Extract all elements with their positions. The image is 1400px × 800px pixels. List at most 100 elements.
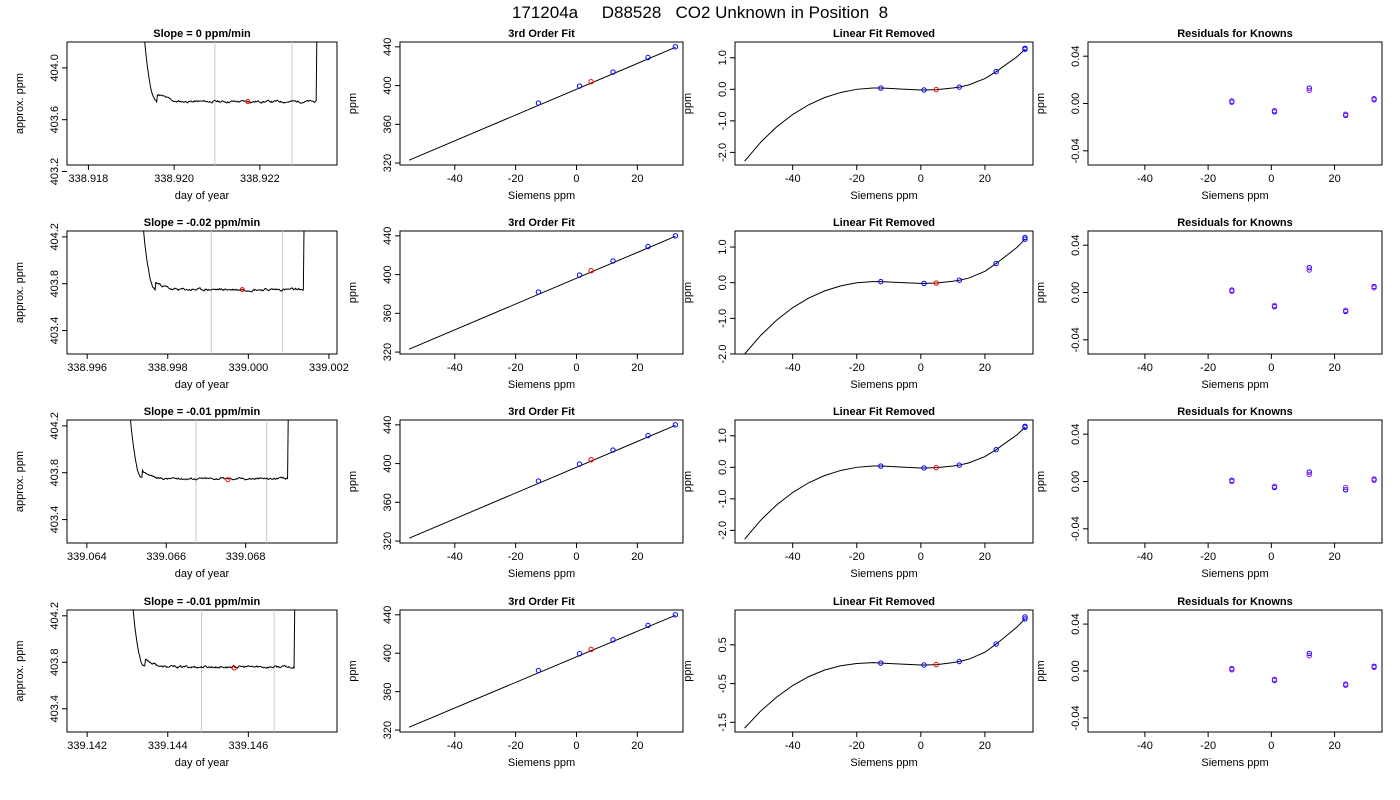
y-tick-label: 403.8 xyxy=(49,649,61,677)
y-tick-label: 1.0 xyxy=(717,428,729,443)
y-tick-label: 440 xyxy=(382,38,394,56)
x-tick-label: -20 xyxy=(1200,551,1216,563)
x-tick-label: 20 xyxy=(979,551,991,563)
residual-point xyxy=(1371,97,1377,103)
y-tick-label: 404.0 xyxy=(49,54,61,82)
panel-title: 3rd Order Fit xyxy=(508,217,575,229)
x-tick-label: 0 xyxy=(573,362,579,374)
unknown-point xyxy=(231,665,237,671)
plot-area xyxy=(408,233,679,350)
y-tick-label: 403.8 xyxy=(49,270,61,298)
x-tick-label: -40 xyxy=(785,740,801,752)
plot-frame xyxy=(66,419,338,544)
residual-point xyxy=(1306,85,1312,91)
y-tick-label: 403.6 xyxy=(49,106,61,134)
residual-point xyxy=(1306,653,1312,659)
known-point xyxy=(921,280,927,287)
residual-point xyxy=(1371,664,1377,671)
known-point xyxy=(878,660,884,666)
x-tick-label: 0 xyxy=(1268,740,1274,752)
y-axis-label: ppm xyxy=(1035,93,1047,114)
residual-point xyxy=(1342,111,1349,117)
y-tick-label: 320 xyxy=(382,343,394,361)
known-point xyxy=(576,272,583,278)
y-tick-label: 0.04 xyxy=(1070,423,1082,444)
unknown-point xyxy=(933,661,939,668)
y-tick-label: 403.8 xyxy=(49,459,61,487)
plot-area xyxy=(744,423,1028,540)
x-tick-label: 0 xyxy=(918,362,924,374)
x-tick-label: 338.922 xyxy=(240,173,280,185)
x-tick-label: 20 xyxy=(631,362,643,374)
residual-point xyxy=(1229,288,1235,295)
residual-point xyxy=(1342,484,1349,491)
ppm-trace xyxy=(130,420,289,481)
x-tick-label: -40 xyxy=(785,551,801,563)
residual-point xyxy=(1306,87,1312,94)
y-tick-label: 320 xyxy=(382,721,394,739)
x-axis-label: Siemens ppm xyxy=(850,568,917,580)
x-tick-label: 0 xyxy=(573,551,579,563)
plot-frame xyxy=(1087,419,1383,544)
plot-frame xyxy=(1087,41,1383,166)
residual-point xyxy=(1371,285,1377,291)
unknown-point xyxy=(933,464,939,471)
panel-title: Slope = -0.02 ppm/min xyxy=(144,217,261,229)
y-axis-label: ppm xyxy=(347,660,359,681)
residual-curve xyxy=(744,618,1026,729)
x-tick-label: -40 xyxy=(1137,362,1153,374)
y-tick-label: 400 xyxy=(382,265,394,283)
panel-title: Residuals for Knowns xyxy=(1177,217,1293,229)
panel-title: Linear Fit Removed xyxy=(833,217,935,229)
x-axis-label: day of year xyxy=(175,190,230,202)
plot-frame xyxy=(66,230,338,355)
y-tick-label: -2.0 xyxy=(717,521,729,540)
plot-frame xyxy=(734,230,1034,355)
y-axis-label: approx. ppm xyxy=(14,262,26,323)
residual-point xyxy=(1371,477,1377,484)
x-tick-label: 338.998 xyxy=(148,362,188,374)
x-tick-label: 0 xyxy=(918,551,924,563)
x-tick-label: 20 xyxy=(979,740,991,752)
residual-point xyxy=(1229,99,1235,106)
y-tick-label: 0.00 xyxy=(1070,471,1082,492)
plot-area xyxy=(408,612,679,728)
y-tick-label: 360 xyxy=(382,682,394,700)
ppm-trace xyxy=(132,610,296,670)
x-tick-label: -40 xyxy=(447,551,463,563)
residual-point xyxy=(1342,487,1349,493)
plot-area xyxy=(132,610,296,732)
x-tick-label: -40 xyxy=(1137,551,1153,563)
y-tick-label: 360 xyxy=(382,493,394,511)
fit-line xyxy=(408,424,676,539)
x-axis-label: day of year xyxy=(175,568,230,580)
known-point xyxy=(993,446,999,453)
unknown-point xyxy=(245,99,251,105)
unknown-point xyxy=(239,287,245,293)
y-tick-label: -1.0 xyxy=(717,489,729,508)
x-tick-label: 0 xyxy=(573,173,579,185)
plot-area xyxy=(744,45,1028,162)
known-point xyxy=(1022,45,1028,52)
y-axis-label: ppm xyxy=(1035,660,1047,681)
residual-point xyxy=(1306,267,1312,273)
plot-area xyxy=(408,44,679,161)
panel-0-2: Linear Fit Removed -40 -20 0 20 -2.0 -1.0 0.0 1.… xyxy=(682,28,1034,202)
known-point xyxy=(878,463,884,469)
x-axis-label: Siemens ppm xyxy=(508,568,575,580)
x-tick-label: 20 xyxy=(979,362,991,374)
known-point xyxy=(1022,616,1028,622)
residual-point xyxy=(1271,483,1278,489)
y-tick-label: 403.4 xyxy=(49,506,61,534)
x-tick-label: 339.142 xyxy=(67,740,107,752)
y-tick-label: -0.04 xyxy=(1070,138,1082,163)
plot-area xyxy=(1229,469,1377,493)
x-tick-label: 339.068 xyxy=(226,551,266,563)
plot-frame xyxy=(734,609,1034,733)
y-axis-label: approx. ppm xyxy=(14,73,26,134)
x-tick-label: 0 xyxy=(1268,551,1274,563)
y-axis-label: ppm xyxy=(682,282,694,303)
x-tick-label: 339.146 xyxy=(228,740,268,752)
panel-title: Linear Fit Removed xyxy=(833,406,935,418)
